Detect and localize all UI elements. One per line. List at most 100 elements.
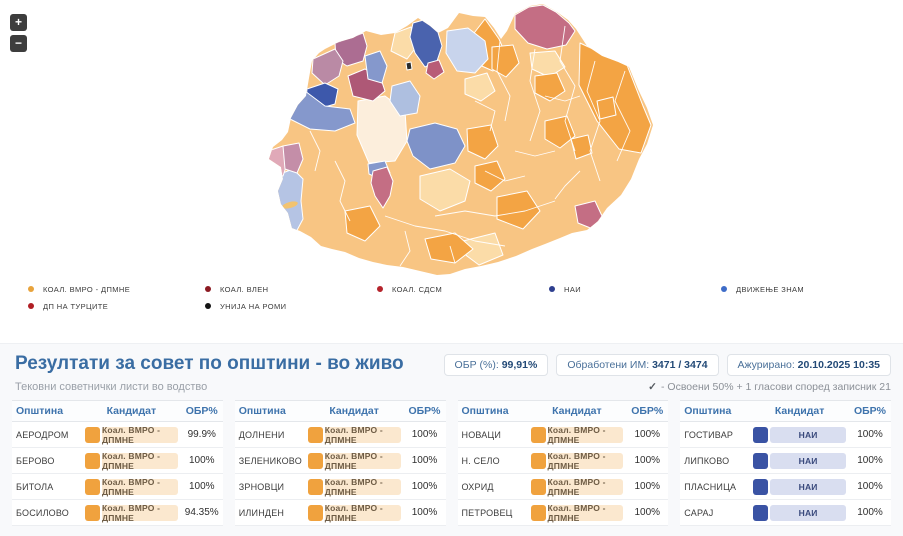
candidate-cell: Коал. ВМРО - ДПМНЕ — [305, 451, 404, 471]
legend-item: КОАЛ. ВМРО - ДПМНЕ — [28, 283, 205, 295]
table-row[interactable]: ИЛИНДЕН Коал. ВМРО - ДПМНЕ 100% — [234, 500, 446, 526]
column-header: Општина — [684, 405, 732, 417]
legend-item: НАИ — [549, 283, 721, 295]
obr-value: 100% — [411, 429, 438, 440]
obr-value: 100% — [857, 429, 883, 440]
party-pill: Коал. ВМРО - ДПМНЕ — [324, 425, 401, 445]
party-color-square — [85, 478, 100, 495]
table-group: Општина Кандидат ОБР% АЕРОДРОМ Коал. ВМРО - … — [12, 400, 223, 526]
party-color-square — [85, 504, 100, 521]
macedonia-municipalities-map[interactable] — [235, 1, 665, 279]
party-pill: НАИ — [770, 426, 846, 443]
won-note-text: - Освоени 50% + 1 гласови според записни… — [660, 381, 891, 393]
table-row[interactable]: ЗРНОВЦИ Коал. ВМРО - ДПМНЕ 100% — [234, 474, 446, 500]
party-color-square — [753, 452, 769, 469]
table-row[interactable]: ПЛАСНИЦА НАИ 100% — [680, 474, 891, 500]
table-row[interactable]: ЛИПКОВО НАИ 100% — [680, 448, 891, 474]
party-color-square — [307, 452, 323, 469]
party-color-square — [307, 478, 323, 495]
table-row[interactable]: ПЕТРОВЕЦ Коал. ВМРО - ДПМНЕ 100% — [457, 500, 669, 526]
table-header-row: Општина Кандидат ОБР% — [680, 400, 891, 422]
table-row[interactable]: ОХРИД Коал. ВМРО - ДПМНЕ 100% — [457, 474, 669, 500]
party-pill: Коал. ВМРО - ДПМНЕ — [547, 451, 624, 471]
party-pill: Коал. ВМРО - ДПМНЕ — [102, 425, 178, 445]
table-row[interactable]: САРАЈ НАИ 100% — [680, 500, 891, 526]
party-pill: Коал. ВМРО - ДПМНЕ — [102, 451, 178, 471]
table-header-row: Општина Кандидат ОБР% — [234, 400, 446, 422]
legend-item: УНИЈА НА РОМИ — [205, 300, 377, 312]
legend-item: ДВИЖЕЊЕ ЗНАМ — [721, 283, 903, 295]
obr-value: 100% — [411, 507, 438, 518]
obr-value: 100% — [634, 429, 661, 440]
candidate-cell: НАИ — [750, 504, 849, 521]
party-pill: Коал. ВМРО - ДПМНЕ — [324, 477, 401, 497]
party-color-square — [530, 478, 546, 495]
obr-value: 100% — [634, 507, 661, 518]
municipality-name: Н. СЕЛО — [461, 455, 500, 466]
obr-value: 100% — [411, 481, 438, 492]
legend-dot-icon — [377, 286, 383, 292]
obr-value: 100% — [857, 455, 883, 466]
table-row[interactable]: БОСИЛОВО Коал. ВМРО - ДПМНЕ 94.35% — [12, 500, 223, 526]
obr-value: 100% — [857, 507, 883, 518]
table-row[interactable]: НОВАЦИ Коал. ВМРО - ДПМНЕ 100% — [457, 422, 669, 448]
party-pill: Коал. ВМРО - ДПМНЕ — [324, 503, 401, 523]
legend-dot-icon — [205, 303, 211, 309]
municipality-name: ГОСТИВАР — [684, 429, 734, 440]
table-row[interactable]: ДОЛНЕНИ Коал. ВМРО - ДПМНЕ 100% — [234, 422, 446, 448]
municipality-name: ЗРНОВЦИ — [238, 481, 285, 492]
party-pill: Коал. ВМРО - ДПМНЕ — [324, 451, 401, 471]
stats-badges: ОБР (%): 99,91% Обработени ИМ: 3471 / 347… — [443, 354, 891, 376]
candidate-cell: Коал. ВМРО - ДПМНЕ — [305, 477, 404, 497]
municipality-name: ПЕТРОВЕЦ — [461, 507, 513, 518]
stat-badge: ОБР (%): 99,91% — [443, 354, 549, 376]
party-pill: НАИ — [770, 478, 846, 495]
obr-value: 100% — [188, 455, 215, 466]
party-color-square — [530, 426, 546, 443]
results-table: Општина Кандидат ОБР% АЕРОДРОМ Коал. ВМРО - … — [12, 400, 891, 526]
zoom-out-button[interactable]: − — [10, 35, 27, 52]
legend-item: ДП НА ТУРЦИТЕ — [28, 300, 205, 312]
table-group: Општина Кандидат ОБР% НОВАЦИ Коал. ВМРО - ДП… — [457, 400, 669, 526]
party-color-square — [753, 504, 769, 521]
legend-label: КОАЛ. СДСМ — [392, 284, 443, 294]
check-icon: ✓ — [648, 381, 657, 393]
party-color-square — [753, 426, 769, 443]
stat-badge: Обработени ИМ: 3471 / 3474 — [556, 354, 719, 376]
table-row[interactable]: БИТОЛА Коал. ВМРО - ДПМНЕ 100% — [12, 474, 223, 500]
obr-value: 94.35% — [184, 507, 219, 518]
party-pill: НАИ — [770, 452, 846, 469]
won-note: ✓ - Освоени 50% + 1 гласови според записн… — [648, 381, 891, 393]
column-header: Кандидат — [774, 405, 825, 417]
obr-value: 100% — [857, 481, 883, 492]
party-color-square — [85, 426, 100, 443]
municipality-name: ЛИПКОВО — [684, 455, 730, 466]
obr-value: 99.9% — [187, 429, 216, 440]
legend-label: НАИ — [564, 284, 582, 294]
zoom-in-button[interactable]: + — [10, 14, 27, 31]
map-area: + − — [10, 1, 665, 279]
table-row[interactable]: ГОСТИВАР НАИ 100% — [680, 422, 891, 448]
table-row[interactable]: АЕРОДРОМ Коал. ВМРО - ДПМНЕ 99.9% — [12, 422, 223, 448]
column-header: Општина — [238, 405, 286, 417]
candidate-cell: Коал. ВМРО - ДПМНЕ — [528, 451, 627, 471]
municipality-name: АЕРОДРОМ — [16, 429, 69, 440]
table-row[interactable]: БЕРОВО Коал. ВМРО - ДПМНЕ 100% — [12, 448, 223, 474]
table-row[interactable]: Н. СЕЛО Коал. ВМРО - ДПМНЕ 100% — [457, 448, 669, 474]
candidate-cell: НАИ — [750, 452, 849, 469]
party-color-square — [307, 504, 323, 521]
column-header: ОБР% — [853, 405, 887, 417]
map-zoom-controls: + − — [10, 14, 27, 52]
table-row[interactable]: ЗЕЛЕНИКОВО Коал. ВМРО - ДПМНЕ 100% — [234, 448, 446, 474]
legend-dot-icon — [549, 286, 555, 292]
legend-dot-icon — [721, 286, 727, 292]
legend-dot-icon — [205, 286, 211, 292]
candidate-cell: Коал. ВМРО - ДПМНЕ — [82, 425, 181, 445]
candidate-cell: Коал. ВМРО - ДПМНЕ — [82, 451, 181, 471]
obr-value: 100% — [188, 481, 215, 492]
column-header: Општина — [461, 405, 509, 417]
results-section: Резултати за совет по општини - во живо … — [0, 343, 903, 536]
party-color-square — [530, 504, 546, 521]
candidate-cell: Коал. ВМРО - ДПМНЕ — [82, 477, 181, 497]
municipality-name: БОСИЛОВО — [16, 507, 69, 518]
